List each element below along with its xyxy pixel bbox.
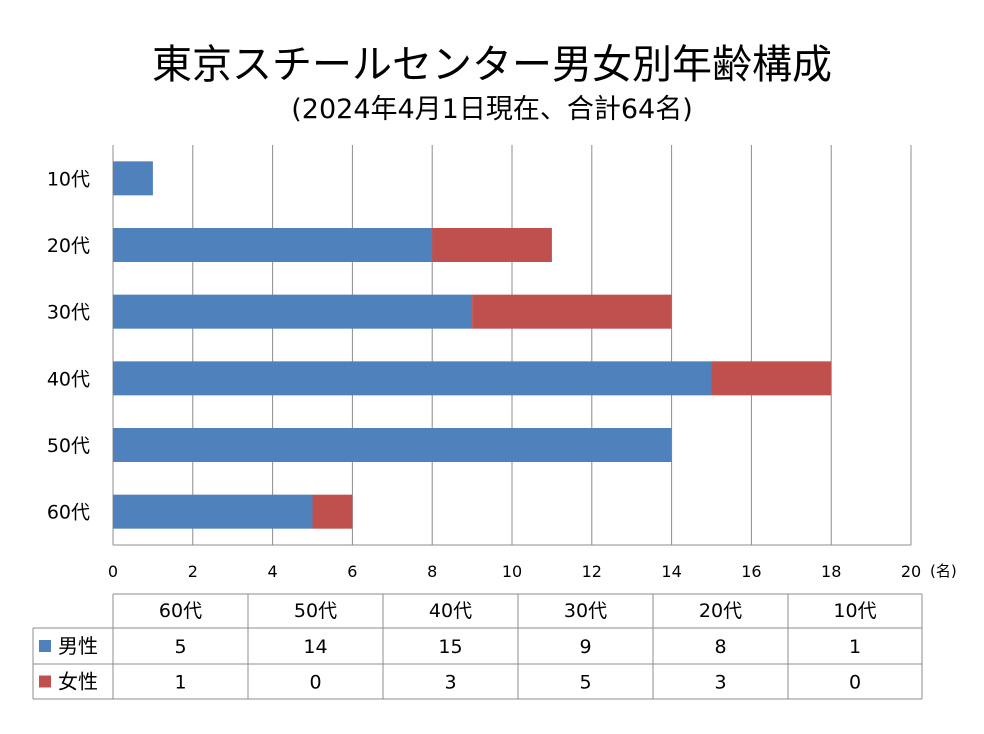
y-tick-label: 60代	[47, 502, 90, 524]
table-cell: 9	[579, 636, 591, 658]
x-tick-label: 16	[741, 562, 761, 581]
table-header-cell: 40代	[429, 600, 472, 622]
table-cell: 8	[714, 636, 726, 658]
x-tick-label: 4	[268, 562, 278, 581]
y-tick-label: 10代	[47, 168, 90, 190]
table-cell: 3	[444, 672, 456, 694]
bar-male	[113, 494, 313, 529]
table-cell: 1	[174, 672, 186, 694]
bar-female	[711, 361, 832, 396]
x-tick-label: 0	[108, 562, 118, 581]
y-tick-label: 30代	[47, 302, 90, 324]
table-row-label: 男性	[58, 634, 98, 658]
table-header-cell: 50代	[294, 600, 337, 622]
x-tick-label: 14	[661, 562, 681, 581]
chart-subtitle: (2024年4月1日現在、合計64名)	[291, 94, 693, 125]
bar-female	[472, 294, 672, 329]
table-header-cell: 20代	[699, 600, 742, 622]
table-cell: 5	[174, 636, 186, 658]
y-tick-label: 20代	[47, 235, 90, 257]
table-cell: 0	[309, 672, 321, 694]
x-tick-label: 18	[821, 562, 841, 581]
x-tick-label: 20	[901, 562, 921, 581]
bar-male	[113, 294, 473, 329]
table-header-cell: 60代	[159, 600, 202, 622]
table-cell: 1	[849, 636, 861, 658]
bar-female	[312, 494, 353, 529]
table-cell: 14	[303, 636, 327, 658]
bar-male	[113, 361, 712, 396]
table-header-cell: 10代	[833, 600, 876, 622]
x-tick-label: 8	[427, 562, 437, 581]
x-tick-label: 2	[188, 562, 198, 581]
bar-female	[432, 228, 552, 262]
x-axis-unit: (名)	[930, 562, 957, 580]
chart-title: 東京スチールセンター男女別年齢構成	[152, 42, 832, 88]
x-tick-label: 10	[502, 562, 522, 581]
table-cell: 3	[714, 672, 726, 694]
bar-male	[113, 428, 672, 462]
legend-swatch-female	[39, 675, 51, 688]
legend-swatch-male	[39, 640, 51, 652]
table-cell: 15	[438, 636, 462, 658]
bar-male	[113, 161, 153, 196]
plot-area: 0 2 4 6 8 10 12 14 16 18 20 (名) 10代 20代 30代 40代 50代 60代	[47, 145, 957, 581]
table-cell: 0	[849, 672, 861, 694]
x-tick-label: 12	[582, 562, 602, 581]
x-tick-label: 6	[347, 562, 357, 581]
bar-male	[113, 228, 433, 262]
table-row-label: 女性	[58, 670, 98, 694]
y-tick-label: 50代	[47, 435, 90, 457]
table-cell: 5	[579, 672, 591, 694]
table-header-cell: 30代	[564, 600, 607, 622]
y-tick-label: 40代	[47, 368, 90, 390]
